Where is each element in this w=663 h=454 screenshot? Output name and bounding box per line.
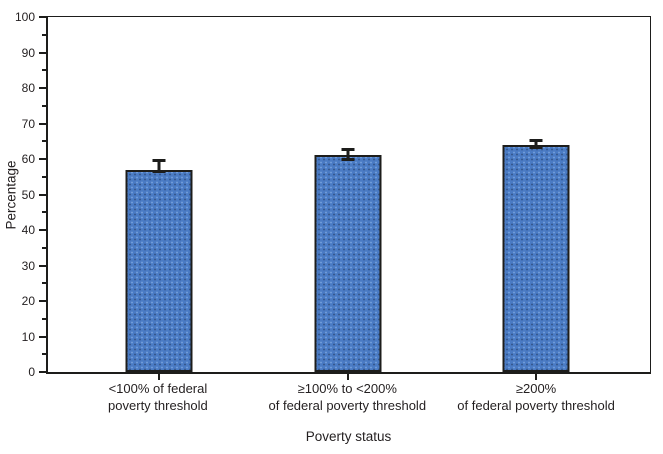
y-axis-major-tick	[39, 229, 46, 231]
x-axis-tick	[158, 374, 161, 380]
x-category-label-line: ≥100% to <200%	[297, 381, 397, 396]
y-axis-tick-label: 60	[21, 152, 35, 166]
y-axis-tick-label: 90	[21, 45, 35, 60]
x-category-label: ≥200% of federal poverty threshold	[457, 380, 615, 414]
error-bar-line	[534, 139, 538, 150]
y-axis-major-tick	[39, 87, 46, 89]
bar	[125, 169, 193, 372]
y-axis-tick-label: 30	[21, 258, 35, 273]
error-bar-line	[157, 159, 161, 174]
x-axis-title: Poverty status	[305, 429, 392, 444]
y-axis-minor-tick	[42, 104, 46, 107]
y-axis-major-tick	[39, 122, 46, 125]
y-axis-tick-label: 100	[14, 10, 35, 24]
error-bar	[529, 139, 543, 150]
y-axis-minor-tick	[42, 211, 46, 214]
x-category-label: <100% of federal poverty threshold	[108, 380, 208, 414]
y-axis-tick-label: 20	[21, 294, 35, 308]
x-category-label-line: of federal poverty threshold	[457, 398, 615, 413]
y-axis-minor-tick	[42, 175, 46, 178]
y-axis-major-tick	[39, 264, 46, 267]
y-axis-minor-tick	[42, 140, 46, 143]
y-axis-tick-label: 50	[21, 187, 35, 202]
y-axis-major-tick	[39, 371, 46, 373]
y-axis-minor-tick	[42, 246, 46, 249]
y-axis-tick-label: 40	[21, 223, 35, 237]
error-bar	[341, 148, 355, 162]
y-axis-tick-label: 70	[21, 116, 35, 131]
y-axis-minor-tick	[42, 282, 46, 285]
error-bar-bottom-cap	[152, 170, 166, 174]
bar	[502, 144, 570, 372]
y-axis-minor-tick	[42, 33, 46, 36]
y-axis-major-tick	[39, 193, 46, 196]
x-category-label-line: <100% of federal	[108, 381, 208, 396]
error-bar-line	[346, 148, 350, 162]
plot-area: 0 10 20 30 40 50 60 70 80 90 100	[15, 11, 651, 380]
y-axis-tick-label: 10	[21, 329, 35, 344]
y-axis-major-tick	[39, 158, 46, 160]
y-axis-major-tick	[39, 16, 46, 18]
x-category-label-line: of federal poverty threshold	[268, 398, 427, 413]
x-category-label-line: poverty threshold	[108, 398, 208, 413]
y-axis-tick-label: 80	[21, 81, 35, 95]
x-category-label: ≥100% to <200% of federal poverty thresho…	[269, 380, 427, 414]
y-axis-minor-tick	[42, 353, 46, 356]
x-axis-tick	[346, 374, 349, 380]
error-bar	[152, 159, 166, 174]
error-bar-bottom-cap	[341, 158, 355, 162]
error-bar-bottom-cap	[529, 146, 543, 150]
y-axis-tick-label: 0	[28, 365, 35, 379]
y-axis-major-tick	[39, 51, 46, 54]
x-axis-tick	[534, 374, 537, 380]
y-axis-minor-tick	[42, 317, 46, 320]
y-axis-major-tick	[39, 335, 46, 338]
x-category-label-line: ≥200%	[515, 381, 557, 396]
x-category-labels: <100% of federal poverty threshold ≥100% t…	[46, 380, 651, 416]
y-axis-major-tick	[39, 300, 46, 302]
y-axis-minor-tick	[42, 69, 46, 72]
bar	[314, 155, 382, 372]
